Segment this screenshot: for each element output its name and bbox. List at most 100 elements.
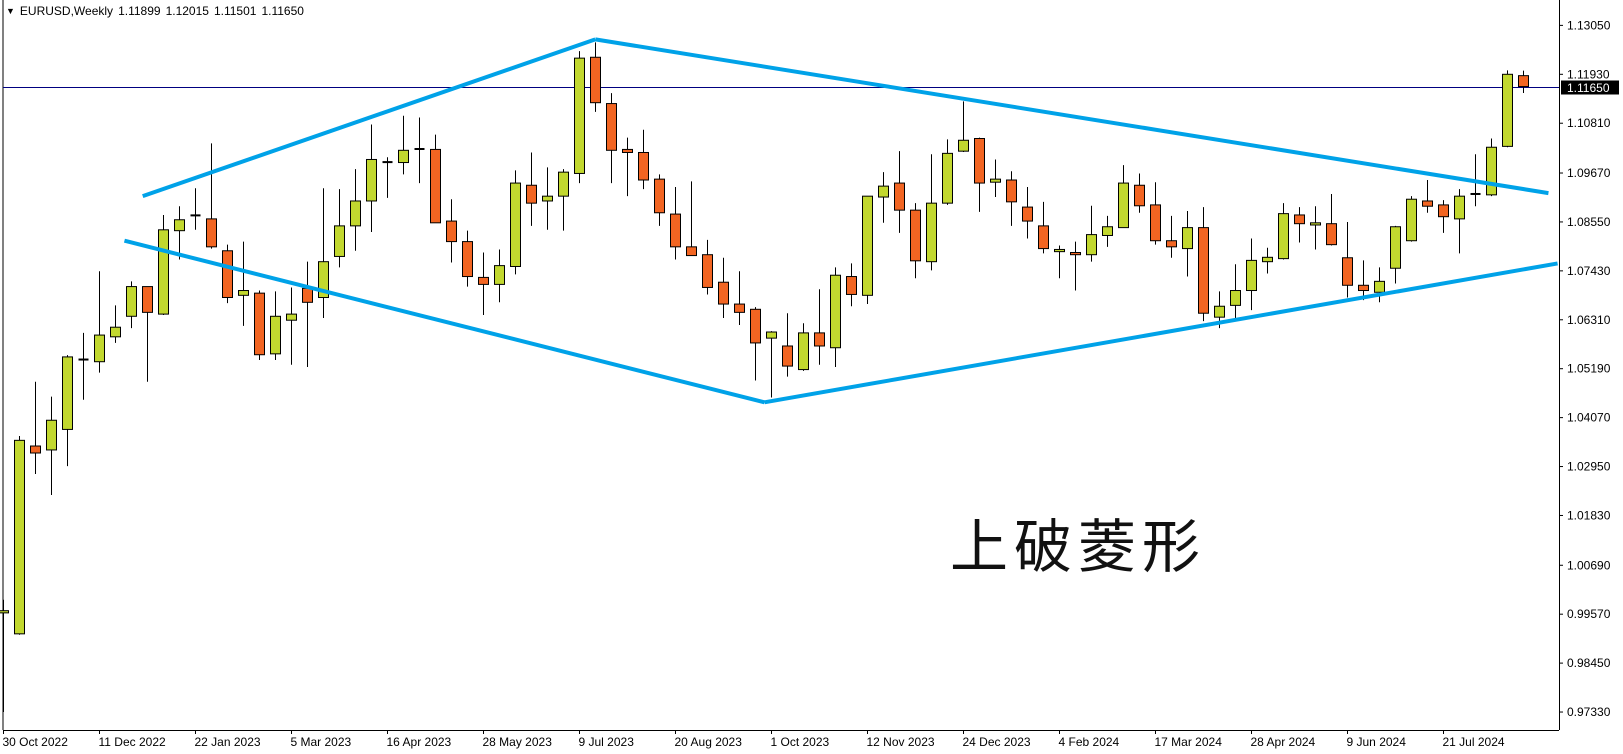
candle-body bbox=[1182, 227, 1193, 250]
candle-body bbox=[574, 57, 585, 174]
candle-body bbox=[1134, 184, 1145, 207]
candle-body bbox=[958, 139, 969, 152]
candle-body bbox=[430, 148, 441, 224]
candle-body bbox=[542, 195, 553, 202]
candle bbox=[30, 381, 41, 474]
date-tick-label: 30 Oct 2022 bbox=[3, 735, 69, 749]
candle-body bbox=[910, 209, 921, 262]
trendline[interactable] bbox=[594, 37, 1549, 196]
candle bbox=[334, 189, 345, 268]
candle bbox=[526, 152, 537, 226]
candle-body bbox=[1230, 290, 1241, 306]
date-tick-label: 20 Aug 2023 bbox=[675, 735, 743, 749]
candle bbox=[558, 169, 569, 231]
candle-body bbox=[126, 286, 137, 317]
candle bbox=[1294, 207, 1305, 243]
candle-body bbox=[926, 202, 937, 263]
candle-body bbox=[494, 265, 505, 285]
candle bbox=[254, 290, 265, 360]
trendline[interactable] bbox=[764, 261, 1558, 405]
candle bbox=[654, 174, 665, 226]
candle-body bbox=[1038, 225, 1049, 250]
candle bbox=[398, 115, 409, 175]
candle bbox=[1038, 201, 1049, 254]
candle-body bbox=[1422, 200, 1433, 207]
trendline[interactable] bbox=[123, 238, 765, 405]
candle bbox=[1438, 200, 1449, 233]
date-tick-label: 5 Mar 2023 bbox=[291, 735, 352, 749]
candle bbox=[430, 134, 441, 224]
trendlines[interactable] bbox=[123, 37, 1558, 405]
candle-body bbox=[14, 439, 25, 635]
candle bbox=[686, 181, 697, 257]
date-tick-label: 9 Jul 2023 bbox=[579, 735, 635, 749]
date-tick-label: 9 Jun 2024 bbox=[1347, 735, 1407, 749]
candle bbox=[734, 271, 745, 326]
candle-body bbox=[270, 315, 281, 355]
symbol-timeframe: EURUSD,Weekly bbox=[19, 4, 114, 18]
candle bbox=[1278, 203, 1289, 260]
candle-body bbox=[814, 332, 825, 347]
current-price-label: 1.11650 bbox=[1567, 81, 1610, 95]
candle-body bbox=[1294, 214, 1305, 225]
candle-body bbox=[1214, 305, 1225, 318]
time-axis: 30 Oct 2022 11 Dec 2022 22 Jan 2023 5 Mar 2… bbox=[3, 730, 1505, 749]
candle-body bbox=[398, 149, 409, 164]
candle bbox=[1310, 206, 1321, 250]
candle bbox=[766, 331, 777, 398]
candle bbox=[542, 167, 553, 230]
candle-body bbox=[1150, 204, 1161, 242]
candle-body bbox=[94, 334, 105, 363]
candle bbox=[142, 286, 153, 382]
candle bbox=[126, 281, 137, 329]
date-tick-label: 17 Mar 2024 bbox=[1155, 735, 1223, 749]
candle bbox=[446, 199, 457, 263]
candle bbox=[958, 101, 969, 153]
candle bbox=[750, 307, 761, 381]
candle bbox=[1518, 70, 1529, 94]
candle-body bbox=[862, 195, 873, 296]
candle bbox=[1246, 238, 1257, 311]
candle bbox=[1406, 196, 1417, 242]
date-tick-label: 24 Dec 2023 bbox=[963, 735, 1031, 749]
price-tick-label: 1.00690 bbox=[1567, 558, 1611, 572]
candle bbox=[1182, 211, 1193, 277]
trendline[interactable] bbox=[142, 37, 596, 199]
candle bbox=[638, 129, 649, 190]
close-value: 1.11650 bbox=[261, 4, 304, 18]
price-tick-label: 0.98450 bbox=[1567, 656, 1611, 670]
candle bbox=[1054, 245, 1065, 279]
candle bbox=[14, 435, 25, 635]
low-value: 1.11501 bbox=[213, 4, 257, 18]
candle bbox=[942, 139, 953, 205]
candle-body bbox=[254, 292, 265, 356]
candle-body bbox=[830, 274, 841, 349]
candle-body bbox=[1246, 259, 1257, 292]
candles bbox=[0, 42, 1529, 713]
price-tick-label: 1.05190 bbox=[1567, 362, 1611, 376]
current-price-box bbox=[1561, 80, 1619, 95]
candle-body bbox=[686, 246, 697, 257]
open-value: 1.11899 bbox=[118, 4, 161, 18]
candle-body bbox=[766, 331, 777, 339]
candle-body bbox=[46, 419, 57, 451]
candle bbox=[1358, 260, 1369, 301]
candle-body bbox=[222, 250, 233, 299]
candle bbox=[286, 287, 297, 365]
candle-body bbox=[942, 152, 953, 204]
high-value: 1.12015 bbox=[165, 4, 209, 18]
candle-body bbox=[974, 138, 985, 184]
candle-body bbox=[302, 287, 313, 303]
candle bbox=[1262, 247, 1273, 274]
candle bbox=[414, 117, 425, 184]
candle-body bbox=[1390, 226, 1401, 269]
candle-body bbox=[0, 610, 9, 614]
price-tick-label: 1.08550 bbox=[1567, 215, 1611, 229]
triangle-down-icon[interactable]: ▼ bbox=[6, 6, 15, 16]
candle bbox=[158, 214, 169, 315]
candle-body bbox=[1326, 223, 1337, 246]
candle bbox=[78, 332, 89, 400]
candle-body bbox=[734, 303, 745, 313]
